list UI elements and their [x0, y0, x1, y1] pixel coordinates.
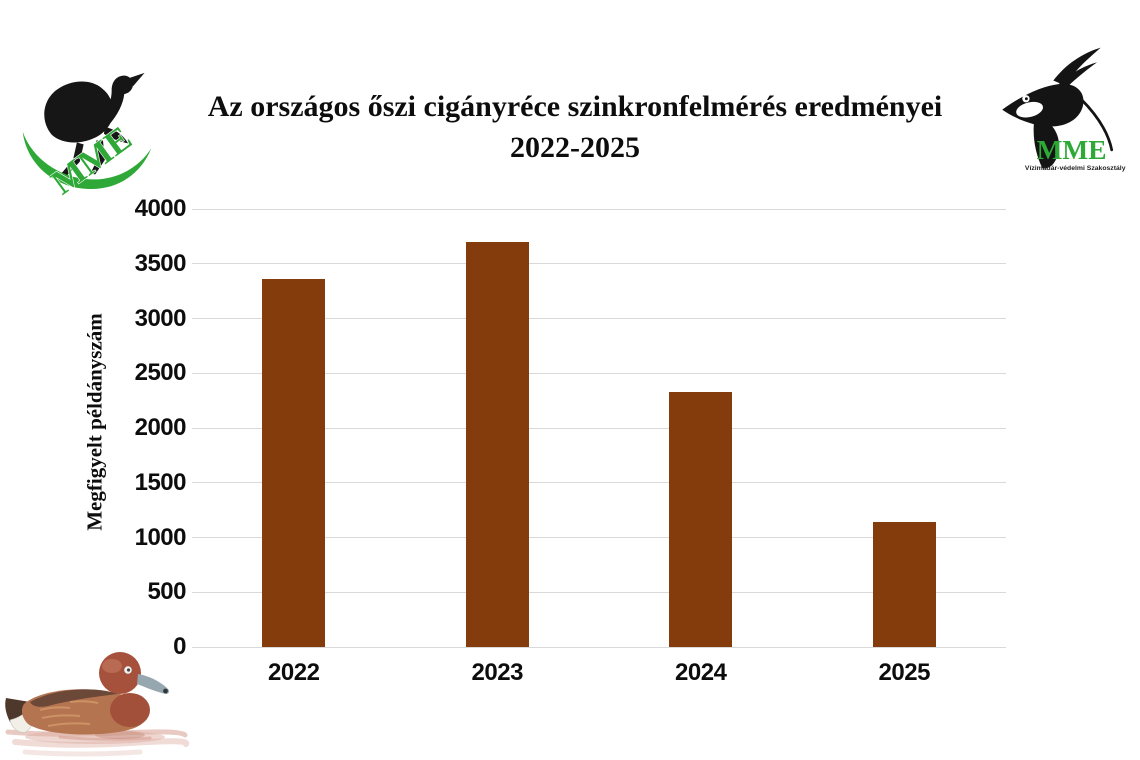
bustard-bird-icon: [44, 72, 145, 176]
green-crescent: [22, 131, 152, 190]
lapwing-dot: [1022, 90, 1025, 93]
gridline: [192, 537, 1006, 538]
duck-body: [5, 652, 170, 735]
bar-2024: [669, 391, 733, 647]
bar-2023: [465, 241, 529, 647]
x-tick-label: 2023: [471, 659, 524, 686]
y-tick-label: 2500: [134, 359, 187, 387]
y-tick-label: 4000: [134, 195, 187, 222]
gridline: [192, 646, 1006, 648]
x-tick-label: 2024: [675, 659, 727, 686]
gridline: [192, 372, 1006, 374]
y-tick-label: 0: [173, 633, 186, 660]
page-title: Az országos őszi cigányréce szinkronfelm…: [145, 86, 1005, 168]
gridline: [192, 591, 1006, 593]
duck-bill: [137, 674, 170, 694]
title-line-2: 2022-2025: [510, 131, 640, 164]
lapwing-pupil: [1024, 97, 1028, 101]
bar-2025: [872, 522, 936, 647]
mme-right-text: MME: [1037, 135, 1107, 165]
gridline: [192, 318, 1006, 319]
y-axis-ticks: 0 500 1000 1500 2000 2500 3000 3500 4000: [96, 195, 187, 660]
lapwing-bird-icon: [1002, 47, 1101, 169]
gridline: [192, 482, 1006, 484]
y-tick-label: 500: [147, 578, 186, 606]
y-tick-label: 2000: [134, 414, 187, 441]
gridline: [192, 427, 1006, 429]
x-tick-label: 2022: [268, 659, 320, 686]
x-axis-ticks: 2022 2023 2024 2025: [192, 659, 1006, 689]
y-tick-label: 1500: [134, 468, 187, 496]
lapwing-cheek-patch: [1016, 101, 1043, 118]
bar-2022: [262, 279, 326, 647]
ferruginous-duck-illustration: [5, 652, 190, 757]
mme-bustard-logo: MME: [22, 72, 152, 196]
x-tick-label: 2025: [878, 659, 931, 686]
gridline: [192, 208, 1006, 210]
plot-area: [192, 208, 1006, 648]
lapwing-dot: [1017, 93, 1020, 96]
gridline: [192, 263, 1006, 265]
lapwing-back-line: [1079, 97, 1114, 152]
mme-lapwing-logo: MME Vízimadár-védelmi Szakosztály: [1002, 47, 1126, 172]
y-tick-label: 3500: [134, 249, 187, 277]
title-line-1: Az országos őszi cigányréce szinkronfelm…: [207, 90, 943, 123]
y-tick-label: 1000: [134, 523, 187, 551]
mme-right-subtitle: Vízimadár-védelmi Szakosztály: [1025, 165, 1126, 172]
y-tick-label: 3000: [134, 304, 187, 332]
